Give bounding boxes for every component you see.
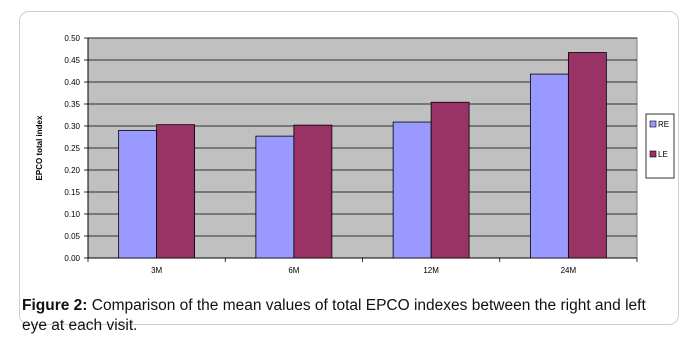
legend-label-re: RE: [658, 120, 669, 129]
caption-label: Figure 2:: [22, 297, 88, 314]
y-tick-label: 0.00: [64, 254, 80, 263]
y-tick-label: 0.05: [64, 232, 80, 241]
x-tick-label: 3M: [151, 266, 162, 275]
legend-swatch-re: [649, 120, 657, 128]
bar-re-24m: [529, 73, 569, 259]
y-tick-label: 0.45: [64, 56, 80, 65]
y-tick-label: 0.35: [64, 100, 80, 109]
x-tick-label: 6M: [288, 266, 299, 275]
bar-re-12m: [392, 121, 432, 259]
bar-chart: 0.00 0.05 0.10 0.15 0.20 0.25 0.30 0.35 0.40 0.45…: [35, 34, 675, 275]
figure-frame: [19, 11, 679, 325]
bar-le-3m: [156, 124, 196, 259]
bar-le-6m: [293, 124, 333, 259]
x-tick-label: 12M: [423, 266, 439, 275]
legend-swatch-le: [649, 150, 657, 158]
y-tick-label: 0.20: [64, 166, 80, 175]
figure-caption: Figure 2: Comparison of the mean values …: [22, 296, 672, 336]
legend-label-le: LE: [658, 150, 668, 159]
y-tick-label: 0.50: [64, 34, 80, 43]
bar-le-24m: [567, 52, 607, 259]
y-tick-label: 0.40: [64, 78, 80, 87]
y-axis-label: EPCO total index: [35, 115, 44, 180]
bar-re-6m: [255, 135, 295, 259]
bar-le-12m: [430, 101, 470, 259]
y-tick-label: 0.25: [64, 144, 80, 153]
y-tick-label: 0.30: [64, 122, 80, 131]
y-tick-label: 0.10: [64, 210, 80, 219]
bar-re-3m: [118, 129, 158, 259]
caption-text: Comparison of the mean values of total E…: [22, 297, 646, 334]
y-tick-label: 0.15: [64, 188, 80, 197]
x-tick-label: 24M: [561, 266, 577, 275]
